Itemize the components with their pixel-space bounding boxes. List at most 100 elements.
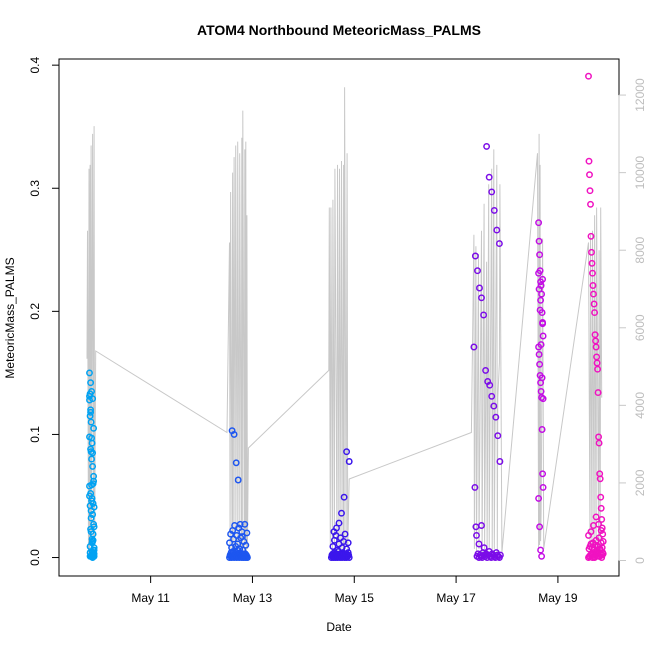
data-points-layer: [86, 72, 607, 561]
data-point: [483, 142, 491, 150]
data-point: [538, 374, 546, 382]
data-point: [345, 554, 353, 561]
data-point: [471, 483, 479, 491]
data-point: [343, 448, 351, 456]
data-point: [88, 439, 96, 447]
data-point: [87, 514, 95, 522]
data-point: [488, 188, 496, 196]
data-point: [587, 528, 595, 536]
data-point: [486, 381, 494, 389]
data-point: [239, 546, 247, 554]
data-point: [587, 232, 595, 240]
left-tick-label: 0.0: [28, 549, 42, 566]
x-axis-label: Date: [326, 620, 352, 634]
data-point: [340, 493, 348, 501]
data-point: [490, 206, 498, 214]
data-point: [536, 306, 544, 314]
data-point: [538, 552, 546, 560]
x-axis: May 11 May 13 May 15 May 17 May 19: [131, 575, 578, 605]
data-point: [595, 520, 603, 528]
data-point: [343, 545, 351, 553]
x-tick-label: May 15: [335, 591, 375, 605]
data-point: [89, 511, 97, 518]
data-point: [88, 455, 96, 463]
data-point: [586, 171, 593, 179]
data-point: [89, 538, 97, 545]
data-point: [593, 359, 601, 367]
data-point: [344, 539, 352, 547]
data-point: [538, 426, 546, 433]
data-point: [86, 390, 94, 398]
data-point: [87, 408, 95, 416]
data-point: [234, 476, 242, 484]
series-2: [327, 448, 353, 561]
data-point: [586, 187, 594, 195]
data-point: [535, 269, 543, 277]
data-point: [329, 543, 337, 550]
chart-title: ATOM4 Northbound MeteoricMass_PALMS: [197, 22, 481, 38]
data-point: [598, 551, 606, 559]
data-point: [89, 462, 97, 470]
data-point: [539, 470, 547, 478]
data-point: [594, 365, 602, 373]
data-point: [539, 483, 547, 491]
data-point: [590, 290, 597, 298]
data-point: [236, 520, 244, 528]
data-point: [86, 396, 93, 404]
data-point: [470, 343, 478, 351]
altitude-line-layer: [86, 87, 603, 557]
data-point: [537, 546, 545, 554]
right-tick-label: 8000: [633, 237, 647, 264]
data-point: [537, 341, 545, 349]
data-point: [242, 541, 250, 549]
data-point: [345, 458, 353, 465]
data-point: [598, 515, 606, 523]
data-point: [335, 519, 343, 527]
x-tick-label: May 13: [233, 591, 273, 605]
data-point: [87, 418, 95, 426]
data-point: [539, 318, 547, 326]
data-point: [476, 284, 483, 292]
data-point: [88, 481, 96, 489]
data-point: [338, 509, 345, 517]
data-point: [228, 544, 236, 552]
data-point: [597, 493, 605, 501]
data-point: [535, 494, 543, 502]
data-point: [589, 282, 597, 289]
data-point: [241, 520, 249, 528]
data-point: [90, 552, 98, 560]
data-point: [597, 504, 605, 512]
data-point: [86, 369, 93, 377]
data-point: [599, 530, 607, 538]
data-point: [243, 529, 251, 537]
data-point: [590, 300, 598, 308]
data-point: [535, 237, 543, 245]
data-point: [90, 520, 98, 528]
data-point: [539, 275, 547, 283]
altitude-line: [86, 87, 603, 557]
data-point: [535, 350, 543, 358]
data-point: [496, 458, 504, 465]
series-4: [535, 219, 547, 560]
data-point: [88, 494, 96, 502]
series-0: [86, 369, 98, 561]
data-point: [494, 432, 502, 440]
data-point: [537, 296, 545, 304]
left-tick-label: 0.1: [28, 426, 42, 443]
data-point: [480, 311, 488, 319]
data-point: [492, 413, 500, 421]
data-point: [536, 251, 544, 259]
data-point: [482, 366, 490, 374]
right-tick-label: 2000: [633, 469, 647, 496]
data-point: [535, 219, 543, 227]
data-point: [86, 502, 94, 510]
right-tick-label: 0: [633, 557, 647, 564]
data-point: [535, 285, 543, 293]
data-point: [598, 544, 606, 552]
data-point: [596, 475, 604, 483]
data-point: [597, 527, 605, 534]
left-tick-label: 0.3: [28, 180, 42, 197]
data-point: [87, 525, 95, 533]
data-point: [591, 331, 599, 339]
